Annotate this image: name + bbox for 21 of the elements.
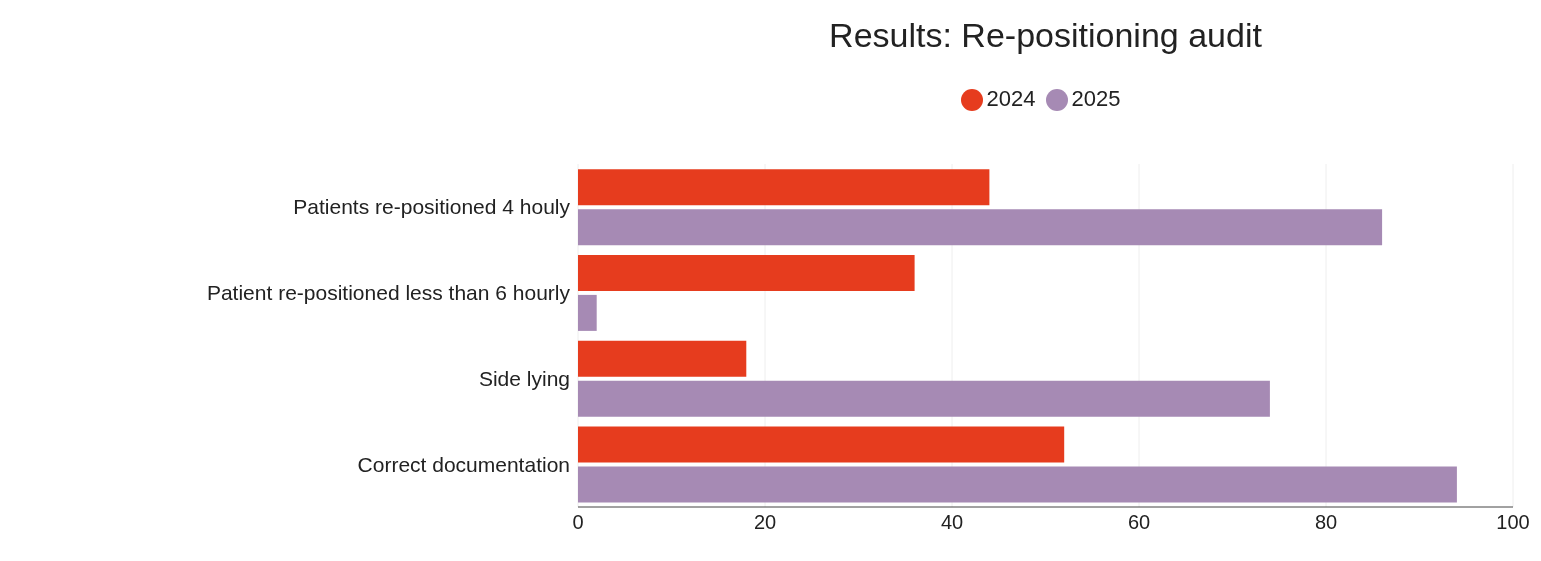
legend-label: 2025 [1071, 86, 1121, 111]
y-tick-label: Patients re-positioned 4 houly [293, 195, 571, 219]
bar [578, 340, 747, 377]
x-tick-label: 20 [753, 511, 777, 534]
chart-title: Results: Re-positioning audit [828, 16, 1263, 55]
x-tick-label: 60 [1127, 511, 1151, 534]
bar [578, 380, 1270, 417]
bar [578, 254, 915, 291]
x-tick-label: 80 [1314, 511, 1338, 534]
x-tick-label: 0 [572, 511, 584, 534]
bar [578, 209, 1383, 246]
bar [578, 426, 1065, 463]
y-tick-label: Side lying [478, 366, 570, 390]
y-tick-label: Correct documentation [357, 452, 570, 476]
bar [578, 294, 597, 331]
legend-label: 2024 [986, 86, 1036, 111]
x-tick-label: 40 [940, 511, 964, 534]
bar [578, 169, 990, 206]
y-tick-label: Patient re-positioned less than 6 hourly [206, 281, 571, 305]
bar [578, 466, 1457, 503]
x-tick-label: 100 [1496, 511, 1530, 534]
